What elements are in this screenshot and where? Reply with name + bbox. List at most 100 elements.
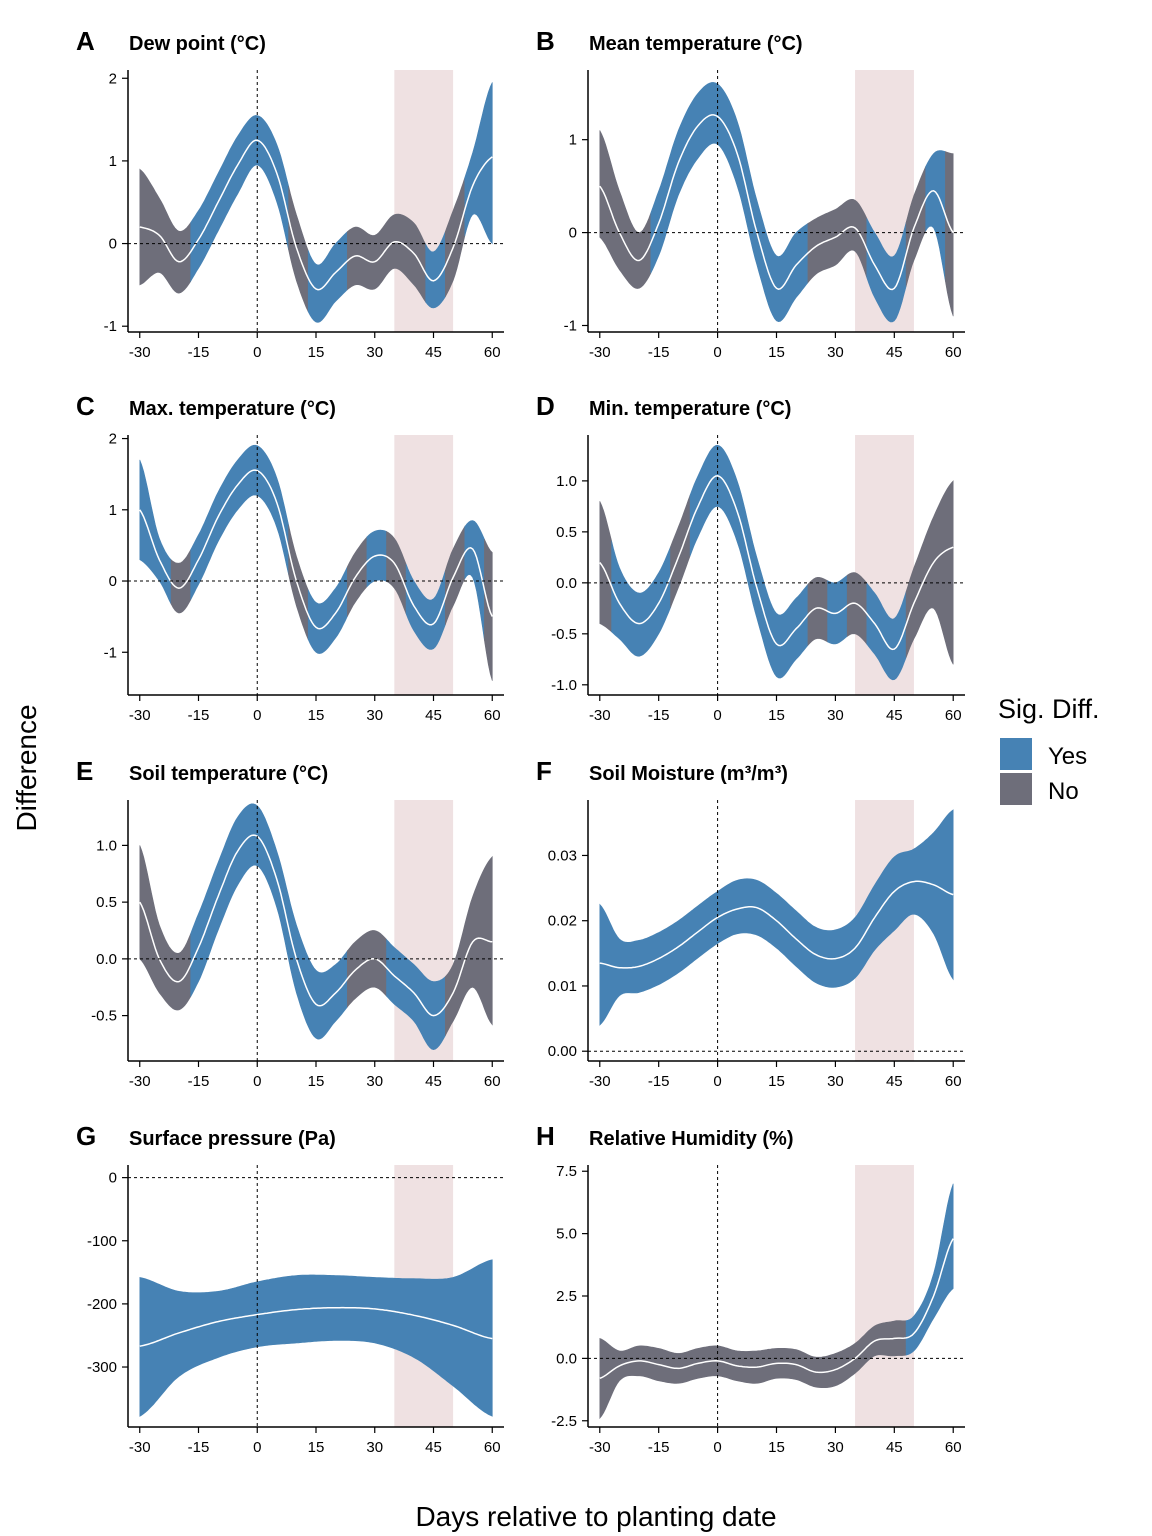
y-tick-label: 0 <box>109 1170 117 1187</box>
panel-title: Soil Moisture (m³/m³) <box>589 763 788 785</box>
panel-title: Relative Humidity (%) <box>589 1128 793 1150</box>
ribbon-significant <box>307 231 348 323</box>
panel-C: -30 -15 0 15 30 45 60 -1 0 1 2C Max. temperature (°… <box>76 391 504 724</box>
mean-line <box>139 469 493 630</box>
x-tick-label: -15 <box>648 1439 670 1456</box>
x-tick-label: -15 <box>188 707 210 724</box>
mean-line <box>599 475 954 651</box>
x-axis-title: Days relative to planting date <box>415 1501 776 1532</box>
y-tick-label: -0.5 <box>91 1008 117 1025</box>
x-tick-label: -15 <box>648 707 670 724</box>
legend-label-no: No <box>1048 778 1079 805</box>
ribbon-significant <box>689 444 809 679</box>
x-tick-label: 30 <box>827 344 844 361</box>
y-tick-label: 0.03 <box>548 847 577 864</box>
panel-F: -30 -15 0 15 30 45 60 0.00 0.01 0.02 0.03 F Soil Moi… <box>536 756 965 1090</box>
ribbon-significant <box>190 444 289 601</box>
x-tick-label: -30 <box>129 1439 151 1456</box>
x-tick-label: 30 <box>827 1073 844 1090</box>
x-tick-label: 45 <box>886 1439 903 1456</box>
x-tick-label: 60 <box>484 1439 501 1456</box>
x-tick-label: 30 <box>366 1439 383 1456</box>
ribbon-not-significant <box>945 151 954 317</box>
y-tick-label: 0.01 <box>548 978 577 995</box>
panel-letter: E <box>76 756 93 786</box>
y-tick-label: 0.0 <box>556 575 577 592</box>
x-tick-label: 30 <box>366 344 383 361</box>
ribbon-significant <box>599 809 954 1026</box>
legend-swatch-no <box>1000 773 1032 805</box>
x-tick-label: 0 <box>713 1439 721 1456</box>
x-tick-label: 45 <box>425 344 442 361</box>
panel-title: Soil temperature (°C) <box>129 763 328 785</box>
panel-title: Surface pressure (Pa) <box>129 1128 336 1150</box>
y-tick-label: -2.5 <box>551 1413 577 1430</box>
x-tick-label: -30 <box>589 1073 611 1090</box>
y-tick-label: -1 <box>104 318 117 335</box>
y-tick-label: -200 <box>87 1296 117 1313</box>
x-tick-label: 15 <box>768 344 785 361</box>
x-tick-label: 30 <box>827 1439 844 1456</box>
x-tick-label: -30 <box>129 1073 151 1090</box>
x-tick-label: 60 <box>484 1073 501 1090</box>
ribbon-significant <box>139 1259 493 1417</box>
y-tick-label: 0.5 <box>556 524 577 541</box>
x-tick-label: 15 <box>308 1073 325 1090</box>
x-tick-label: 0 <box>253 1439 261 1456</box>
panel-letter: B <box>536 26 555 56</box>
panel-title: Mean temperature (°C) <box>589 33 803 55</box>
x-tick-label: 30 <box>366 1073 383 1090</box>
y-tick-label: -1 <box>104 644 117 661</box>
x-tick-label: 60 <box>945 707 962 724</box>
mean-line <box>599 1238 954 1380</box>
x-tick-label: 0 <box>253 1073 261 1090</box>
x-tick-label: 0 <box>713 707 721 724</box>
panel-letter: F <box>536 756 552 786</box>
ribbon-not-significant <box>347 536 368 617</box>
x-tick-label: -15 <box>648 344 670 361</box>
x-tick-label: 15 <box>308 707 325 724</box>
y-tick-label: 7.5 <box>556 1163 577 1180</box>
x-tick-label: 45 <box>425 1439 442 1456</box>
x-tick-label: 15 <box>768 1439 785 1456</box>
x-tick-label: -30 <box>589 344 611 361</box>
x-tick-label: 60 <box>945 344 962 361</box>
y-tick-label: 0.0 <box>96 951 117 968</box>
y-tick-label: 2.5 <box>556 1288 577 1305</box>
mean-line <box>599 880 954 969</box>
y-tick-label: -1 <box>564 317 577 334</box>
x-tick-label: 30 <box>366 707 383 724</box>
y-tick-label: -1.0 <box>551 677 577 694</box>
y-tick-label: 0 <box>569 225 577 242</box>
x-tick-label: 60 <box>945 1439 962 1456</box>
panel-A: -30 -15 0 15 30 45 60 -1 0 1 2A Dew point (°C) <box>76 26 504 361</box>
y-tick-label: 1 <box>109 153 117 170</box>
x-tick-label: 45 <box>425 707 442 724</box>
ribbon-not-significant <box>445 855 493 1036</box>
x-tick-label: 60 <box>484 707 501 724</box>
x-tick-label: 60 <box>945 1073 962 1090</box>
mean-line <box>599 114 954 291</box>
x-tick-label: 45 <box>886 344 903 361</box>
panel-letter: D <box>536 391 555 421</box>
mean-line <box>139 834 493 1017</box>
ribbon-not-significant <box>170 548 191 614</box>
ribbon-not-significant <box>599 130 652 289</box>
ribbon-significant <box>464 520 485 641</box>
y-tick-label: 1.0 <box>556 473 577 490</box>
mean-line <box>139 1306 493 1347</box>
panel-title: Dew point (°C) <box>129 33 266 55</box>
legend: Sig. Diff. Yes No <box>998 694 1100 805</box>
y-tick-label: 0.00 <box>548 1043 577 1060</box>
ribbon-significant <box>464 82 493 245</box>
panel-D: -30 -15 0 15 30 45 60 -1.0 -0.5 0.0 0.5 1.0 D Min. te… <box>536 391 965 724</box>
ribbon-significant <box>905 1183 954 1356</box>
x-tick-label: 0 <box>253 707 261 724</box>
x-tick-label: -15 <box>648 1073 670 1090</box>
y-tick-label: 1 <box>109 502 117 519</box>
ribbon-not-significant <box>139 168 191 294</box>
panel-B: -30 -15 0 15 30 45 60 -1 0 1 B Mean temperature (°C… <box>536 26 965 361</box>
x-tick-label: 0 <box>253 344 261 361</box>
ribbon-not-significant <box>484 538 493 681</box>
